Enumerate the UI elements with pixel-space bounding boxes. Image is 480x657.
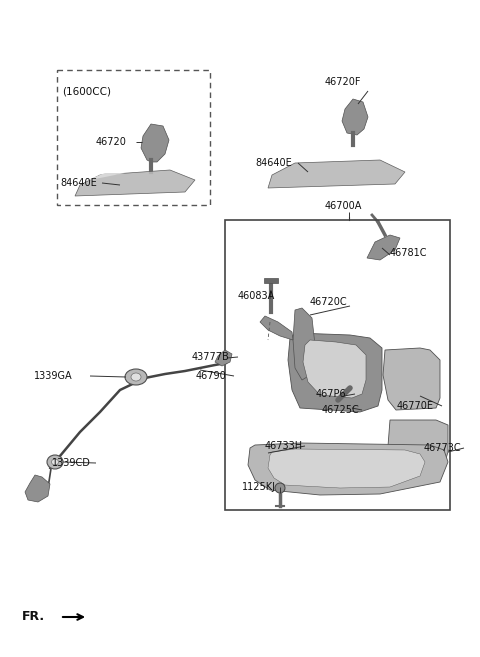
Text: 43777B: 43777B [192, 352, 230, 362]
Polygon shape [388, 420, 448, 468]
Text: 46790: 46790 [196, 371, 227, 381]
Polygon shape [303, 340, 366, 398]
Text: 46733H: 46733H [265, 441, 303, 451]
Ellipse shape [131, 373, 141, 381]
Polygon shape [293, 308, 315, 380]
Polygon shape [141, 124, 169, 162]
Polygon shape [75, 170, 195, 196]
Polygon shape [248, 443, 448, 495]
Text: 84640E: 84640E [60, 178, 97, 188]
Text: 467P6: 467P6 [316, 389, 347, 399]
Text: FR.: FR. [22, 610, 45, 623]
Text: 84640E: 84640E [255, 158, 292, 168]
Text: 46720F: 46720F [325, 77, 361, 87]
Polygon shape [215, 350, 232, 366]
Text: 46700A: 46700A [325, 201, 362, 211]
Polygon shape [367, 235, 400, 260]
Polygon shape [85, 173, 125, 181]
Text: 46720: 46720 [96, 137, 127, 147]
Text: 46773C: 46773C [424, 443, 462, 453]
Text: 1339CD: 1339CD [52, 458, 91, 468]
Polygon shape [264, 278, 278, 283]
Polygon shape [268, 160, 405, 188]
Text: 1339GA: 1339GA [34, 371, 72, 381]
Ellipse shape [125, 369, 147, 385]
Text: 1125KJ: 1125KJ [242, 482, 276, 492]
Text: (1600CC): (1600CC) [62, 86, 111, 96]
Text: 46720C: 46720C [310, 297, 348, 307]
Text: 46083A: 46083A [238, 291, 275, 301]
Ellipse shape [47, 455, 63, 469]
Polygon shape [268, 449, 425, 488]
Bar [57, 70, 210, 205]
Polygon shape [342, 99, 368, 135]
Ellipse shape [275, 483, 285, 493]
Ellipse shape [51, 459, 59, 465]
Text: 46725C: 46725C [322, 405, 360, 415]
Bar [225, 220, 450, 510]
Polygon shape [383, 348, 440, 410]
Text: 46770E: 46770E [397, 401, 434, 411]
Polygon shape [25, 475, 50, 502]
Polygon shape [260, 316, 293, 340]
Text: 46781C: 46781C [390, 248, 428, 258]
Polygon shape [288, 333, 382, 412]
